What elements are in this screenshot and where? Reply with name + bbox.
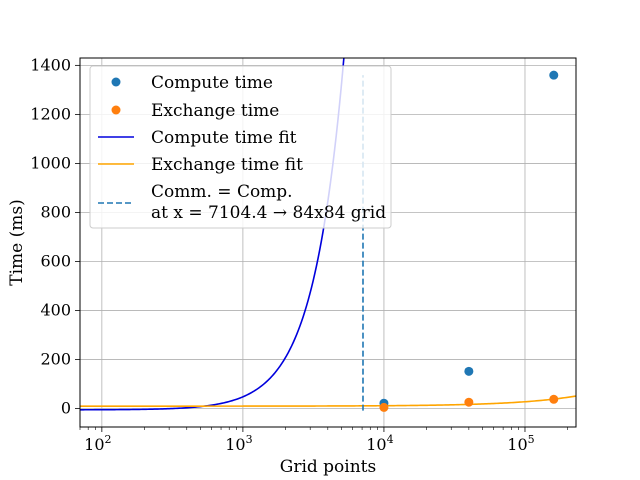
y-axis-label: Time (ms) bbox=[7, 199, 27, 285]
data-point bbox=[464, 366, 474, 376]
legend-marker bbox=[111, 105, 121, 115]
axis-ticks: 102 103 104 105 0 200 400 600 800 1000 1200 1400 bbox=[30, 55, 568, 454]
series-line-3 bbox=[80, 395, 576, 407]
x-tick-label: 105 bbox=[507, 433, 534, 454]
legend: Compute time Exchange time Compute time fi… bbox=[89, 65, 392, 229]
y-tick-label: 200 bbox=[40, 350, 71, 369]
data-point bbox=[379, 402, 389, 412]
x-tick-label: 104 bbox=[366, 433, 393, 454]
legend-label: Comm. = Comp. bbox=[151, 182, 293, 202]
data-points bbox=[379, 70, 559, 412]
y-tick-label: 800 bbox=[40, 202, 71, 221]
y-tick-label: 600 bbox=[40, 252, 71, 271]
x-tick-label: 102 bbox=[84, 433, 111, 454]
y-tick-label: 1200 bbox=[30, 104, 71, 123]
y-tick-label: 400 bbox=[40, 301, 71, 320]
legend-box bbox=[89, 65, 392, 229]
x-tick-label: 103 bbox=[225, 433, 252, 454]
y-tick-label: 1000 bbox=[30, 153, 71, 172]
y-tick-label: 1400 bbox=[30, 55, 71, 74]
data-point bbox=[549, 70, 559, 80]
data-point bbox=[464, 397, 474, 407]
data-point bbox=[549, 394, 559, 404]
x-axis-label: Grid points bbox=[280, 457, 377, 477]
legend-label: Compute time fit bbox=[151, 128, 297, 148]
legend-label: Compute time bbox=[151, 73, 273, 93]
legend-label: Exchange time fit bbox=[151, 155, 303, 175]
legend-label: Exchange time bbox=[151, 101, 279, 121]
legend-label: at x = 7104.4 → 84x84 grid bbox=[151, 203, 386, 223]
legend-marker bbox=[111, 77, 121, 87]
y-tick-label: 0 bbox=[61, 399, 71, 418]
